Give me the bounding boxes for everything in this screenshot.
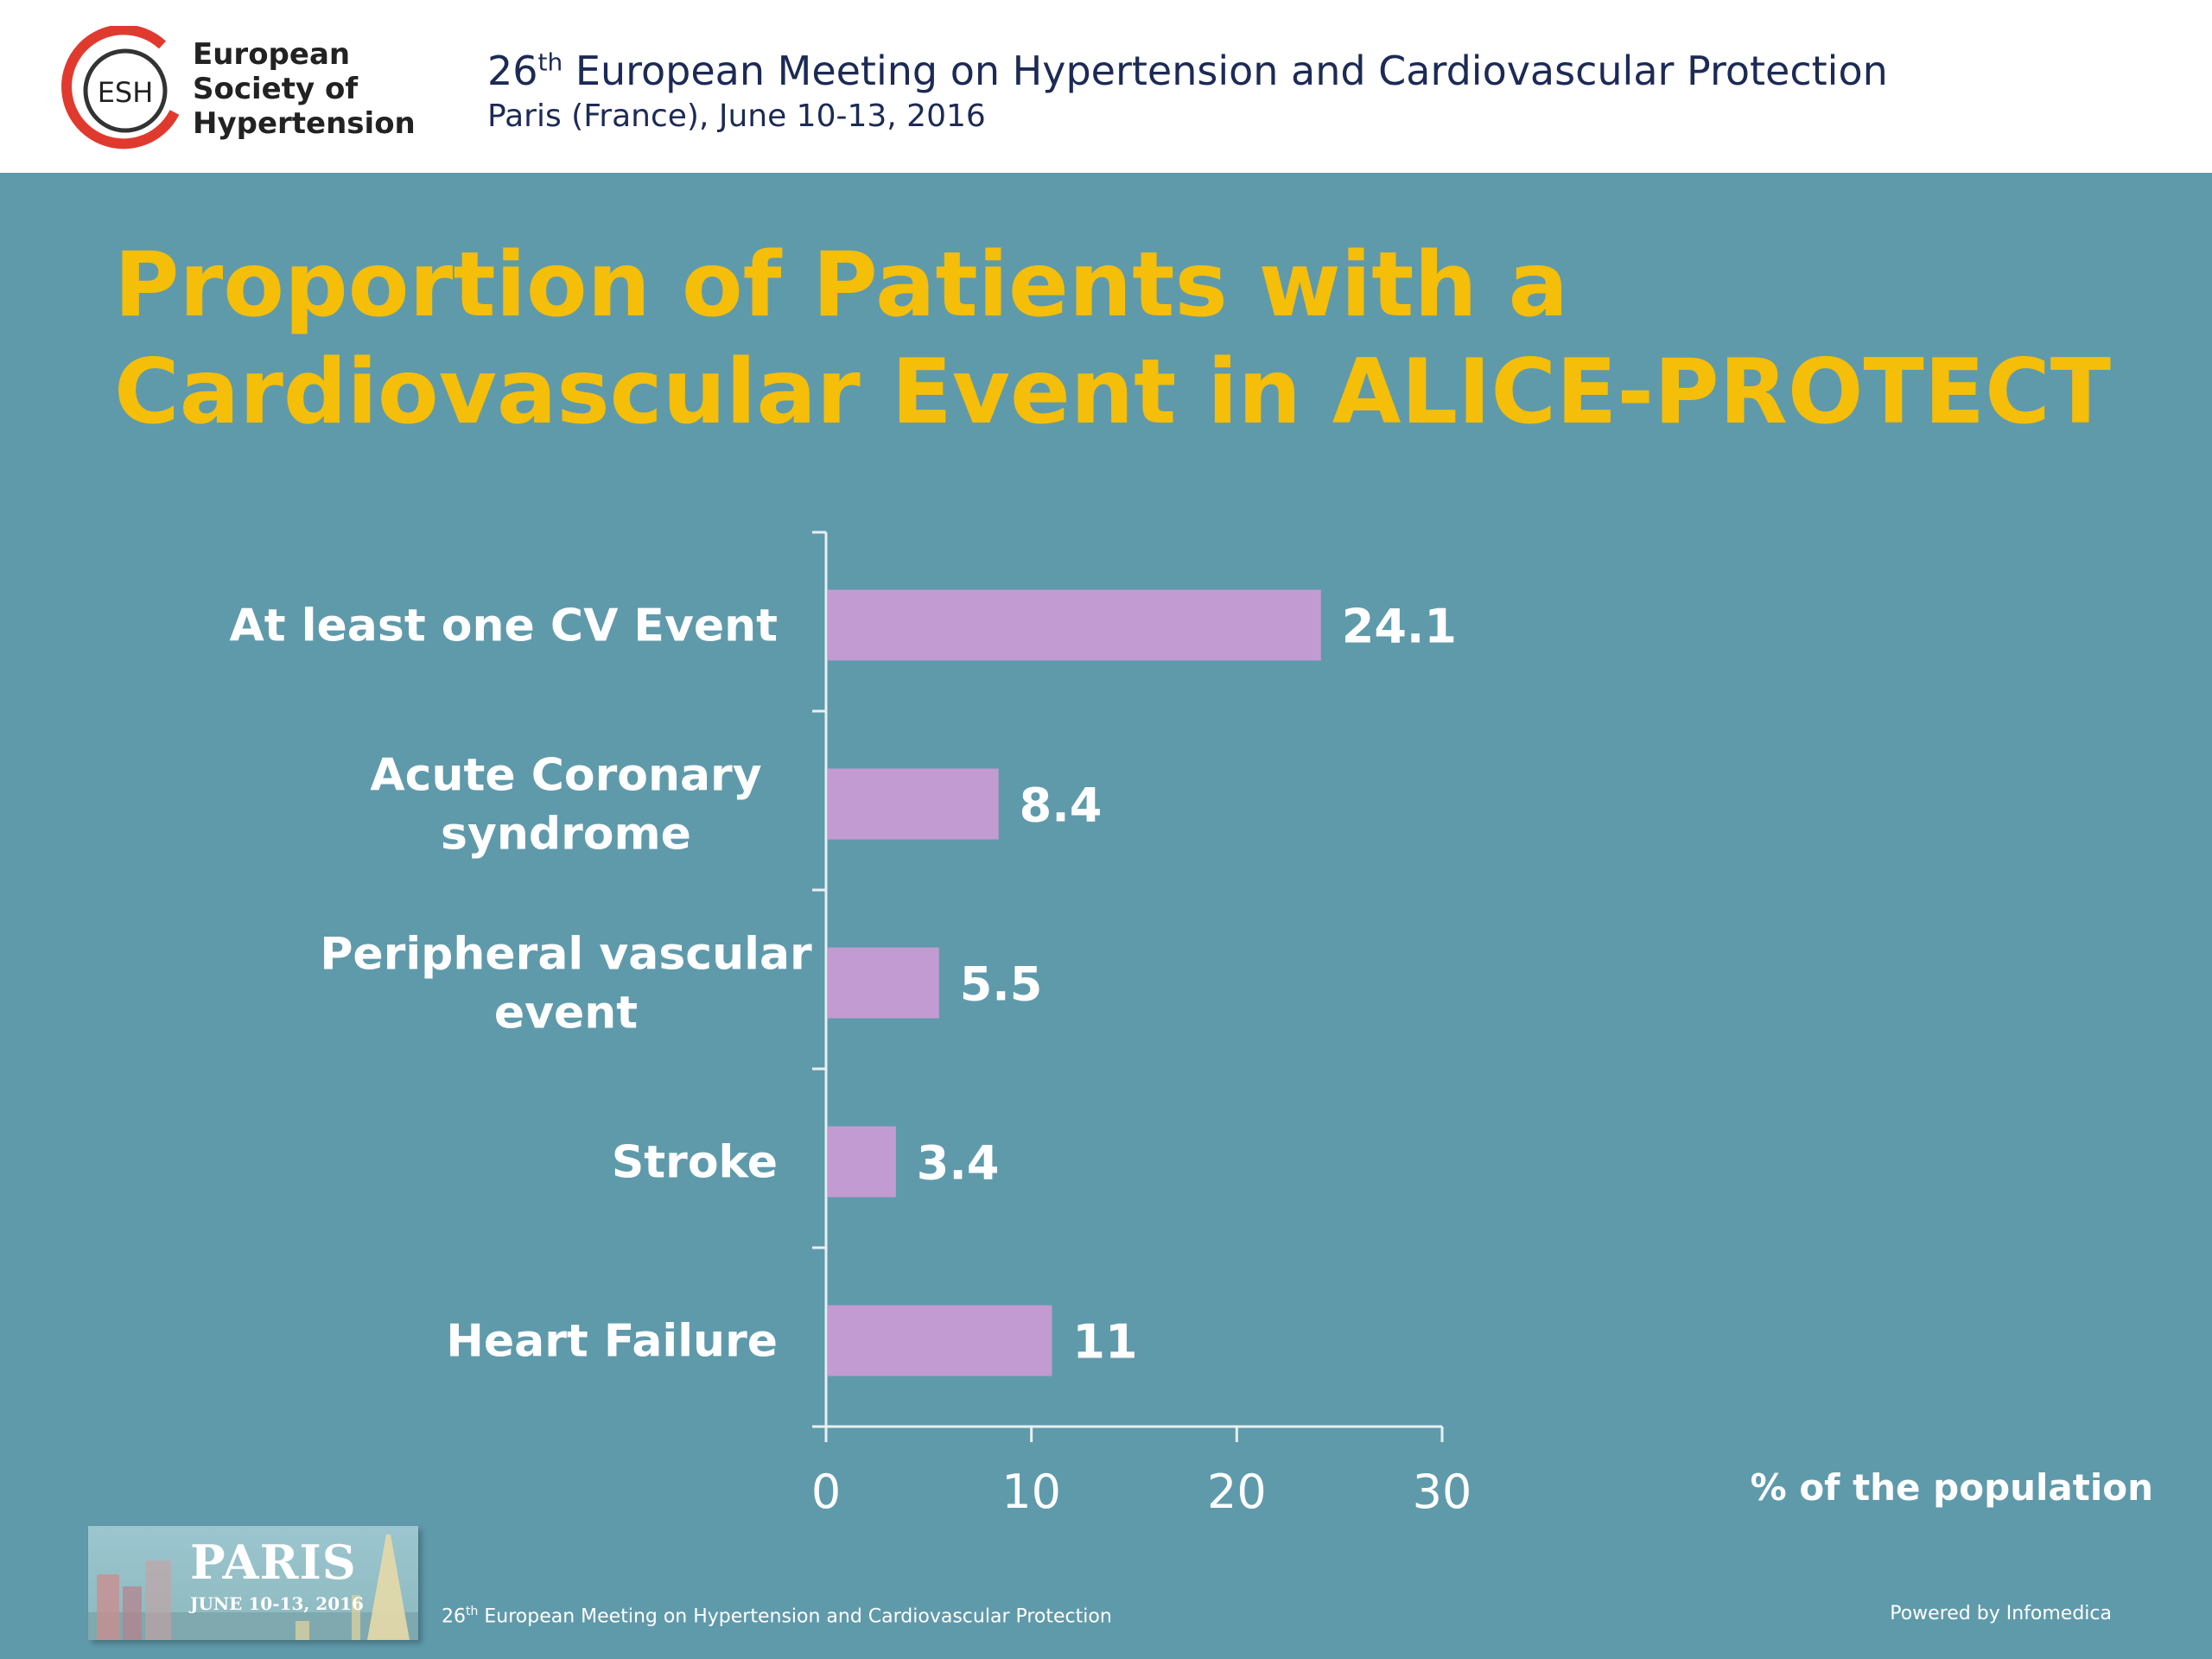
data-label: 24.1 [1342, 600, 1457, 654]
footer-meeting-rest: European Meeting on Hypertension and Car… [478, 1605, 1112, 1628]
meeting-subtitle: Paris (France), June 10-13, 2016 [487, 99, 986, 134]
category-label-line: Heart Failure [446, 1316, 778, 1368]
slide-title-line-2: Cardiovascular Event in ALICE-PROTECT [114, 340, 2111, 444]
header-bar: ESH European Society of Hypertension 26t… [0, 0, 2212, 173]
org-name-line-3: Hypertension [193, 106, 416, 141]
meeting-number: 26 [487, 48, 538, 94]
x-tick-label: 0 [811, 1465, 841, 1512]
powered-by: Powered by Infomedica [1890, 1603, 2112, 1624]
bar [828, 1126, 896, 1198]
data-label: 3.4 [917, 1136, 1000, 1191]
category-label: Stroke [612, 1137, 778, 1189]
slide-title: Proportion of Patients with a Cardiovasc… [114, 232, 2111, 446]
org-name-line-2: Society of [193, 72, 359, 106]
footer-meeting-number: 26 [442, 1605, 466, 1628]
category-label-line: event [494, 988, 638, 1039]
data-label: 5.5 [960, 957, 1043, 1012]
category-label: At least one CV Event [230, 601, 779, 652]
x-tick-label: 20 [1207, 1465, 1267, 1512]
x-tick-label: 10 [1001, 1465, 1061, 1512]
org-name-line-1: European [193, 37, 351, 72]
paris-logo-dates: JUNE 10-13, 2016 [190, 1593, 364, 1614]
category-label-line: Stroke [612, 1137, 778, 1189]
x-tick-label: 30 [1413, 1465, 1472, 1512]
bar-chart: 0 10 20 30 24.1 At least one CV Event 8.4 Acute… [230, 531, 1472, 1512]
esh-logo-text: ESH [98, 76, 154, 109]
data-label: 8.4 [1020, 779, 1103, 833]
footer-meeting-ordinal: th [466, 1605, 479, 1618]
x-axis-label: % of the population [1750, 1466, 2153, 1509]
category-label-line: At least one CV Event [230, 601, 779, 652]
meeting-title-rest: European Meeting on Hypertension and Car… [563, 48, 1888, 94]
footer-meeting-text: 26th European Meeting on Hypertension an… [442, 1605, 1112, 1627]
bar [828, 1305, 1052, 1376]
meeting-ordinal: th [537, 48, 563, 77]
bar [828, 768, 999, 840]
meeting-title: 26th European Meeting on Hypertension an… [487, 48, 1888, 94]
category-label: Peripheral vascular event [320, 929, 812, 1039]
data-label: 11 [1072, 1315, 1137, 1370]
bar [828, 947, 939, 1019]
paris-meeting-logo: PARIS JUNE 10-13, 2016 [88, 1526, 418, 1640]
category-label-line: Peripheral vascular [320, 929, 812, 981]
paris-skyline-graphic [88, 1535, 418, 1640]
category-label-line: Acute Coronary [370, 750, 761, 802]
bar [828, 589, 1321, 661]
slide-title-line-1: Proportion of Patients with a [114, 233, 1569, 337]
paris-logo-word: PARIS [190, 1535, 357, 1590]
category-label: Heart Failure [446, 1316, 778, 1368]
esh-logo: ESH [61, 26, 180, 149]
category-label: Acute Coronary syndrome [370, 750, 761, 861]
org-name: European Society of Hypertension [193, 37, 416, 141]
category-label-line: syndrome [441, 809, 691, 861]
